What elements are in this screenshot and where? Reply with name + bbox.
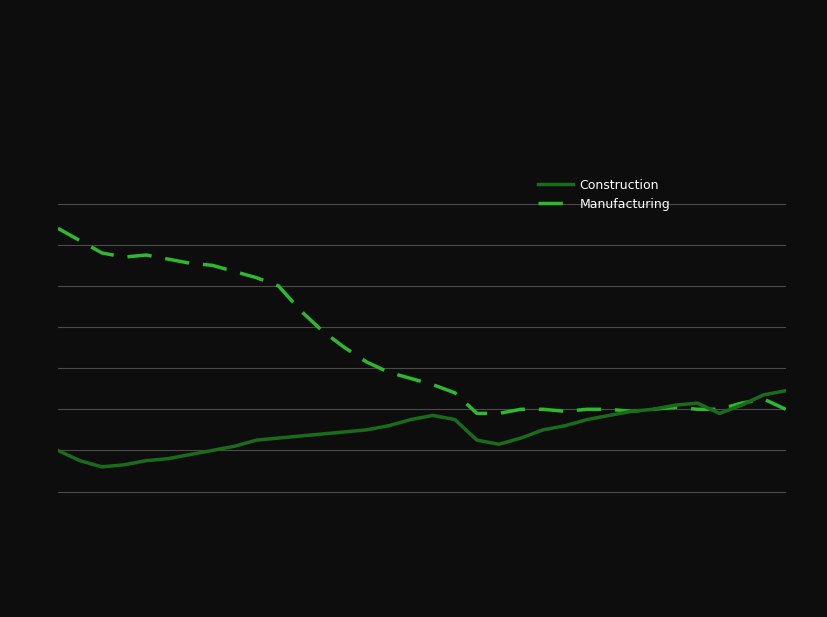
Legend: Construction, Manufacturing: Construction, Manufacturing <box>538 179 670 211</box>
